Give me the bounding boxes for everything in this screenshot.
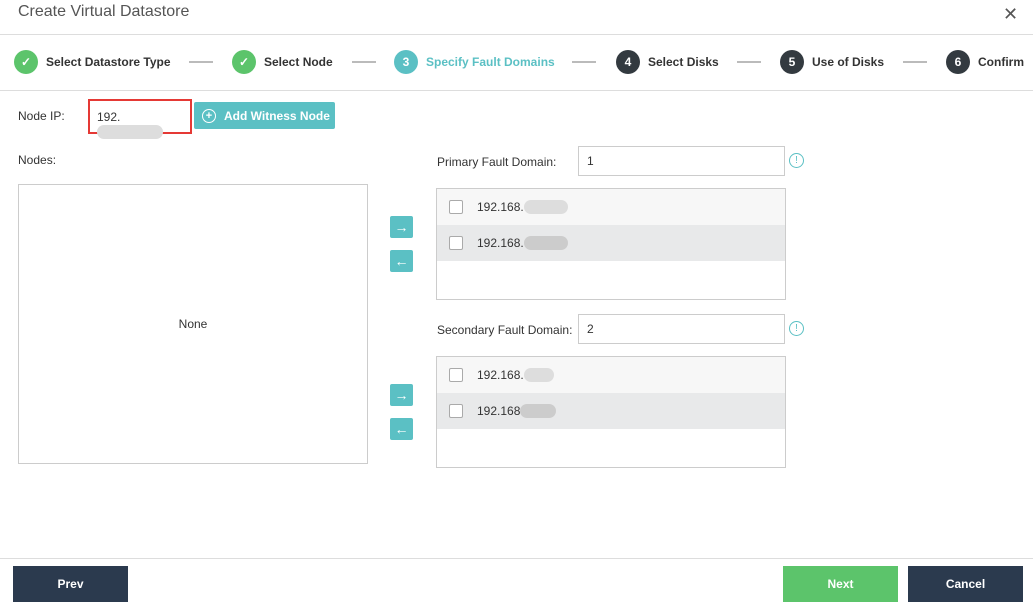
node-ip-label: Node IP: <box>18 109 65 123</box>
divider <box>0 90 1033 91</box>
redacted <box>523 236 568 250</box>
step-4: 4 Select Disks <box>616 50 719 74</box>
step-connector <box>352 61 376 63</box>
move-right-primary-button[interactable]: → <box>390 216 413 238</box>
node-ip: 192.168. <box>477 200 524 214</box>
empty-text: None <box>178 317 208 331</box>
redacted <box>520 404 557 418</box>
step-label: Use of Disks <box>812 55 885 69</box>
prev-button[interactable]: Prev <box>13 566 128 602</box>
step-number: 6 <box>946 50 970 74</box>
list-item[interactable]: 192.168. <box>437 225 785 261</box>
step-label: Select Disks <box>648 55 719 69</box>
checkbox[interactable] <box>449 404 463 418</box>
step-connector <box>737 61 761 63</box>
list-item[interactable]: 192.168. <box>437 357 785 393</box>
checkbox[interactable] <box>449 200 463 214</box>
next-button[interactable]: Next <box>783 566 898 602</box>
step-label: Confirm <box>978 55 1024 69</box>
primary-fault-domain-label: Primary Fault Domain: <box>437 155 557 169</box>
step-6: 6 Confirm <box>946 50 1024 74</box>
divider <box>0 34 1033 35</box>
step-label: Select Node <box>264 55 333 69</box>
step-2: ✓ Select Node <box>232 50 333 74</box>
cancel-button[interactable]: Cancel <box>908 566 1023 602</box>
checkbox[interactable] <box>449 236 463 250</box>
info-icon[interactable]: ! <box>789 153 804 168</box>
node-ip-value: 192. <box>97 110 121 124</box>
step-connector <box>572 61 596 63</box>
close-icon[interactable]: ✕ <box>1003 4 1019 24</box>
step-label: Select Datastore Type <box>46 55 171 69</box>
check-icon: ✓ <box>232 50 256 74</box>
step-number: 4 <box>616 50 640 74</box>
primary-fault-domain-list: 192.168. 192.168. <box>436 188 786 300</box>
move-right-secondary-button[interactable]: → <box>390 384 413 406</box>
secondary-fault-domain-input[interactable]: 2 <box>578 314 785 344</box>
dialog-title: Create Virtual Datastore <box>18 3 190 20</box>
step-3: 3 Specify Fault Domains <box>394 50 555 74</box>
nodes-list[interactable]: None <box>18 184 368 464</box>
redacted <box>97 124 163 139</box>
list-item[interactable]: 192.168. <box>437 189 785 225</box>
redacted <box>523 368 554 382</box>
node-ip: 192.168. <box>477 236 524 250</box>
secondary-fault-domain-label: Secondary Fault Domain: <box>437 323 573 337</box>
node-ip: 192.168. <box>477 368 524 382</box>
step-label: Specify Fault Domains <box>426 55 555 69</box>
move-left-secondary-button[interactable]: ← <box>390 418 413 440</box>
node-ip: 192.168 <box>477 404 521 418</box>
step-1: ✓ Select Datastore Type <box>14 50 171 74</box>
redacted <box>523 200 568 214</box>
step-number: 3 <box>394 50 418 74</box>
checkbox[interactable] <box>449 368 463 382</box>
primary-fault-domain-input[interactable]: 1 <box>578 146 785 176</box>
step-connector <box>189 61 213 63</box>
nodes-label: Nodes: <box>18 153 57 167</box>
plus-circle-icon: + <box>202 108 216 123</box>
node-ip-input[interactable]: 192. <box>88 99 192 139</box>
move-left-primary-button[interactable]: ← <box>390 250 413 272</box>
secondary-fault-domain-list: 192.168. 192.168 <box>436 356 786 468</box>
add-witness-node-button[interactable]: + Add Witness Node <box>194 102 335 129</box>
list-item[interactable]: 192.168 <box>437 393 785 429</box>
step-connector <box>903 61 927 63</box>
button-label: Add Witness Node <box>224 108 330 123</box>
divider <box>0 558 1033 559</box>
step-5: 5 Use of Disks <box>780 50 884 74</box>
check-icon: ✓ <box>14 50 38 74</box>
step-number: 5 <box>780 50 804 74</box>
info-icon[interactable]: ! <box>789 321 804 336</box>
